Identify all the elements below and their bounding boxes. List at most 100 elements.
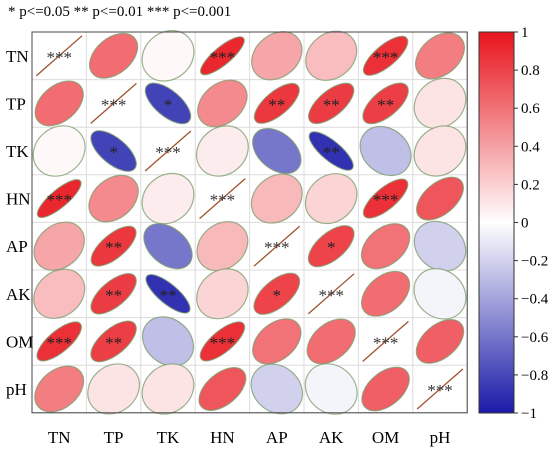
- significance-mark: *: [164, 95, 173, 114]
- significance-mark: **: [377, 95, 394, 114]
- cell-AP-TN: [33, 221, 85, 271]
- significance-mark: **: [105, 286, 122, 305]
- significance-mark: ***: [155, 143, 181, 162]
- cell-AP-HN: [196, 221, 249, 272]
- correlation-ellipse: [308, 82, 355, 125]
- significance-mark: ***: [210, 48, 236, 67]
- cell-OM-TK: [141, 316, 195, 367]
- colorbar-tick-label: −0.4: [521, 292, 549, 308]
- cell-TN-TP: [89, 32, 139, 79]
- cell-HN-AK: [304, 173, 358, 225]
- correlation-ellipse: [308, 131, 354, 171]
- cell-AP-AP: ***: [253, 225, 301, 267]
- colorbar: [478, 31, 515, 414]
- cell-AP-AK: *: [307, 225, 355, 268]
- correlation-ellipse: [304, 363, 358, 415]
- y-tick-label: OM: [6, 332, 33, 351]
- cell-OM-TN: ***: [36, 321, 82, 362]
- cell-TK-OM: [359, 125, 412, 177]
- y-tick-label: TN: [6, 47, 29, 66]
- cell-HN-pH: [416, 176, 464, 221]
- significance-mark: ***: [210, 333, 236, 352]
- correlation-ellipse: [413, 220, 467, 272]
- cell-HN-AP: [250, 173, 303, 224]
- cell-TK-TP: *: [90, 130, 137, 172]
- correlation-ellipse: [413, 268, 467, 320]
- correlation-ellipse: [141, 30, 195, 82]
- correlation-ellipse: [90, 225, 137, 267]
- cell-AK-TK: **: [145, 274, 191, 314]
- cell-TK-pH: [413, 125, 467, 177]
- correlation-ellipse: [251, 31, 303, 81]
- colorbar-tick-label: −0.8: [521, 368, 548, 384]
- correlation-ellipse: [305, 30, 358, 81]
- correlation-ellipse: [33, 268, 86, 319]
- correlation-ellipse: [90, 320, 137, 363]
- diagonal-line: [199, 178, 246, 220]
- correlation-ellipse: [89, 32, 139, 79]
- cell-TP-TK: *: [144, 82, 192, 125]
- significance-mark: *: [273, 286, 282, 305]
- correlation-ellipse: [360, 223, 411, 270]
- correlation-ellipse: [361, 366, 410, 412]
- cell-TP-TN: [34, 80, 84, 127]
- cell-TP-TP: ***: [90, 82, 137, 124]
- x-tick-label: TN: [48, 428, 71, 447]
- colorbar-tick-label: 0.2: [521, 177, 540, 193]
- correlation-ellipse: [415, 32, 465, 80]
- diagonal-line: [144, 130, 192, 172]
- x-tick-label: pH: [430, 428, 451, 447]
- significance-mark: **: [268, 95, 285, 114]
- correlation-ellipse: [199, 36, 245, 76]
- cell-TN-pH: [415, 32, 465, 80]
- y-tick-label: pH: [6, 380, 27, 399]
- correlation-ellipse: [34, 365, 85, 413]
- correlation-ellipse: [36, 321, 82, 362]
- correlation-ellipse: [415, 319, 465, 364]
- cell-TP-HN: [197, 79, 248, 128]
- significance-mark: ***: [46, 48, 72, 67]
- significance-mark: ***: [427, 381, 453, 400]
- correlation-ellipse: [413, 125, 467, 177]
- significance-mark: ***: [373, 48, 399, 67]
- colorbar-tick-label: 0.8: [521, 63, 540, 79]
- cell-OM-AK: [306, 318, 356, 365]
- cell-TK-AP: [252, 127, 302, 175]
- cell-TN-AK: [305, 30, 358, 81]
- significance-mark: *: [327, 238, 336, 257]
- colorbar-tick-label: 1: [521, 25, 529, 41]
- cell-TP-AP: **: [253, 82, 300, 124]
- correlation-ellipse: [253, 272, 301, 315]
- cell-AP-TP: **: [90, 225, 137, 267]
- correlation-ellipse: [144, 82, 192, 125]
- colorbar-tick-label: 0: [521, 216, 529, 232]
- correlation-ellipse: [32, 125, 86, 177]
- correlation-ellipse: [33, 221, 85, 271]
- significance-mark: **: [323, 143, 340, 162]
- x-tick-label: AP: [266, 428, 288, 447]
- correlation-ellipse: [304, 173, 358, 225]
- cell-OM-TP: **: [90, 320, 137, 363]
- correlation-ellipse: [141, 172, 195, 225]
- cell-TN-OM: ***: [362, 35, 409, 76]
- x-tick-label: AK: [319, 428, 344, 447]
- correlation-ellipse: [250, 363, 304, 415]
- correlation-ellipse: [362, 178, 409, 219]
- correlation-ellipse: [141, 316, 195, 367]
- x-tick-label: TP: [104, 428, 124, 447]
- x-tick-label: OM: [372, 428, 399, 447]
- cell-HN-TK: [141, 172, 195, 225]
- significance-mark: ***: [46, 191, 72, 210]
- correlation-ellipse: [34, 80, 84, 127]
- correlation-ellipse: [416, 176, 464, 221]
- significance-mark: ***: [101, 95, 127, 114]
- y-tick-label: AP: [6, 237, 28, 256]
- correlation-ellipse: [195, 125, 249, 177]
- diagonal-line: [362, 320, 409, 362]
- diagonal-line: [253, 225, 301, 267]
- cell-TP-AK: **: [308, 82, 355, 125]
- cell-TK-TK: ***: [144, 130, 192, 172]
- cell-pH-TN: [34, 365, 85, 413]
- colorbar-tick-label: −1: [521, 406, 537, 422]
